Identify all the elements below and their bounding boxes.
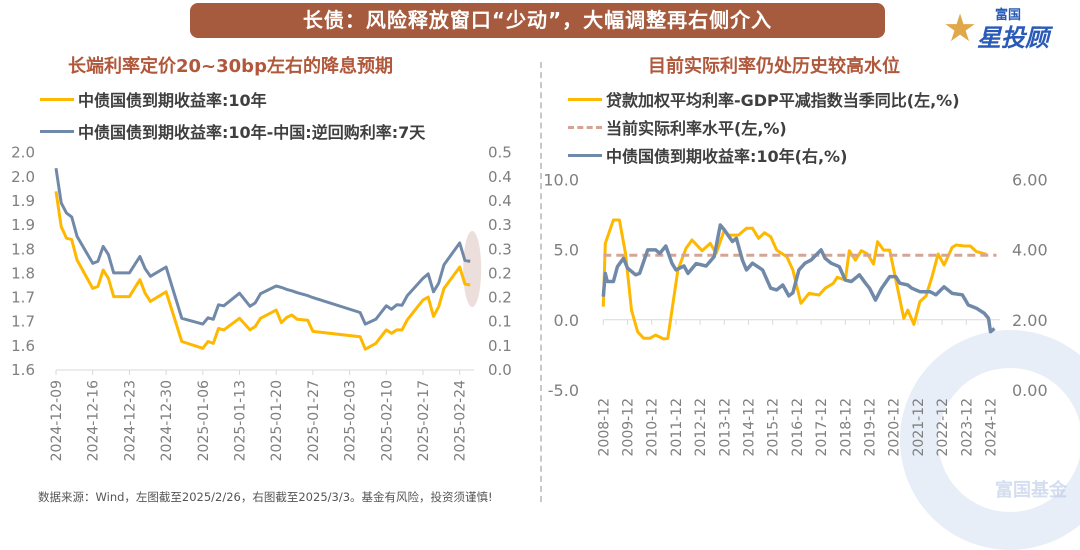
footer-source: 数据来源：Wind，左图截至2025/2/26，右图截至2025/3/3。基金有…: [38, 490, 493, 504]
y-right-tick-label: 4.00: [1012, 241, 1048, 260]
charts-canvas: 2024-12-09 2024-12-16 2024-12-23 2024-12-30…: [11, 144, 1048, 462]
y-left-tick-label: 1.6: [11, 337, 35, 355]
x-tick-label: 2020-12: [887, 398, 903, 457]
x-tick-label: 2015-12: [766, 398, 782, 457]
x-tick-label: 2011-12: [669, 398, 685, 457]
x-tick-label: 2025-01-27: [306, 380, 322, 461]
legend-item-10y: 中债国债到期收益率:10年: [40, 87, 267, 111]
watermark-text: 富国基金: [995, 480, 1067, 501]
x-tick-label: 2025-01-06: [196, 380, 212, 461]
y-left-tick-label: 5.0: [554, 241, 579, 260]
x-tick-label: 2012-12: [693, 398, 709, 457]
legend-label: 贷款加权平均利率-GDP平减指数当季同比(左,%): [606, 91, 960, 110]
y-right-tick-label: 0.4: [488, 192, 512, 210]
x-tick-label: 2009-12: [621, 398, 637, 457]
x-tick-label: 2024-12: [984, 398, 1000, 457]
y-left-tick-label: 1.8: [11, 240, 35, 258]
x-tick-label: 2024-12-30: [159, 380, 175, 461]
x-tick-label: 2013-12: [717, 398, 733, 457]
y-left-tick-label: 0.0: [554, 311, 579, 330]
x-tick-label: 2024-12-09: [49, 380, 65, 461]
x-tick-label: 2014-12: [742, 398, 758, 457]
x-tick-label: 2008-12: [596, 398, 612, 457]
y-left-tick-label: 2.0: [11, 168, 35, 186]
x-tick-label: 2025-02-10: [379, 380, 395, 461]
y-right-tick-label: 2.00: [1012, 311, 1048, 330]
left-chart-title: 长端利率定价20~30bp左右的降息预期: [68, 56, 393, 77]
legend-swatch: [568, 97, 602, 101]
x-tick-label: 2025-02-03: [343, 380, 359, 461]
page-title: 长债：风险释放窗口“少动”，大幅调整再右侧介入: [190, 3, 885, 38]
x-tick-label: 2025-02-24: [453, 380, 469, 461]
series-line-10y-yield: [54, 191, 471, 351]
x-tick-label: 2021-12: [911, 398, 927, 457]
y-right-tick-label: 0.1: [488, 313, 512, 331]
y-left-tick-label: 1.9: [11, 192, 35, 210]
series-line-spread: [54, 167, 471, 326]
legend-swatch: [40, 97, 74, 101]
y-right-tick-label: 0.0: [488, 361, 512, 379]
legend-item-10y-right: 中债国债到期收益率:10年(右,%): [568, 143, 847, 167]
logo-text-big: 星投顾: [977, 24, 1049, 52]
series-line-real-rate: [601, 218, 987, 341]
x-tick-label: 2017-12: [814, 398, 830, 457]
legend-item-spread: 中债国债到期收益率:10年-中国:逆回购利率:7天: [40, 119, 425, 143]
logo-text-small: 富国: [995, 8, 1022, 23]
y-left-tick-label: 1.8: [11, 264, 35, 282]
y-right-tick-label: 6.00: [1012, 170, 1048, 189]
divider: [540, 62, 542, 502]
y-right-tick-label: 0.4: [488, 168, 512, 186]
legend-swatch: [40, 129, 74, 133]
y-left-tick-label: 10.0: [543, 170, 579, 189]
x-tick-label: 2024-12-23: [122, 380, 138, 461]
x-tick-label: 2024-12-16: [86, 380, 102, 461]
x-tick-label: 2023-12: [959, 398, 975, 457]
y-right-tick-label: 0.3: [488, 216, 512, 234]
x-tick-label: 2025-02-17: [416, 380, 432, 461]
y-right-tick-label: 0.1: [488, 337, 512, 355]
x-tick-label: 2025-01-13: [233, 380, 249, 461]
star-icon: ★: [943, 6, 978, 50]
x-tick-label: 2019-12: [863, 398, 879, 457]
legend-item-current-level: 当前实际利率水平(左,%): [568, 115, 787, 139]
legend-swatch: [568, 125, 602, 129]
legend-swatch: [568, 153, 602, 157]
legend-label: 中债国债到期收益率:10年: [78, 91, 267, 110]
x-tick-label: 2018-12: [838, 398, 854, 457]
y-left-tick-label: 1.6: [11, 361, 35, 379]
brand-logo: ★ 富国 星投顾: [935, 4, 1075, 52]
y-right-tick-label: 0.2: [488, 264, 512, 282]
legend-label: 中债国债到期收益率:10年(右,%): [606, 147, 848, 166]
x-tick-label: 2025-01-20: [269, 380, 285, 461]
series-line-10y-yield-right: [601, 223, 996, 334]
y-right-tick-label: 0.2: [488, 289, 512, 307]
y-left-tick-label: 1.7: [11, 289, 35, 307]
legend-label: 当前实际利率水平(左,%): [606, 119, 787, 138]
y-left-tick-label: 1.7: [11, 313, 35, 331]
y-left-tick-label: -5.0: [548, 381, 579, 400]
y-right-tick-label: 0.5: [488, 144, 512, 162]
x-tick-label: 2016-12: [790, 398, 806, 457]
legend-item-real-rate: 贷款加权平均利率-GDP平减指数当季同比(左,%): [568, 87, 960, 111]
legend-label: 中债国债到期收益率:10年-中国:逆回购利率:7天: [78, 123, 426, 142]
highlight-ellipse: [463, 231, 482, 307]
y-right-tick-label: 0.3: [488, 240, 512, 258]
y-left-tick-label: 2.0: [11, 144, 35, 162]
right-chart-title: 目前实际利率仍处历史较高水位: [648, 56, 900, 77]
y-right-tick-label: 0.00: [1012, 381, 1048, 400]
y-left-tick-label: 1.9: [11, 216, 35, 234]
x-tick-label: 2022-12: [935, 398, 951, 457]
x-tick-label: 2010-12: [645, 398, 661, 457]
